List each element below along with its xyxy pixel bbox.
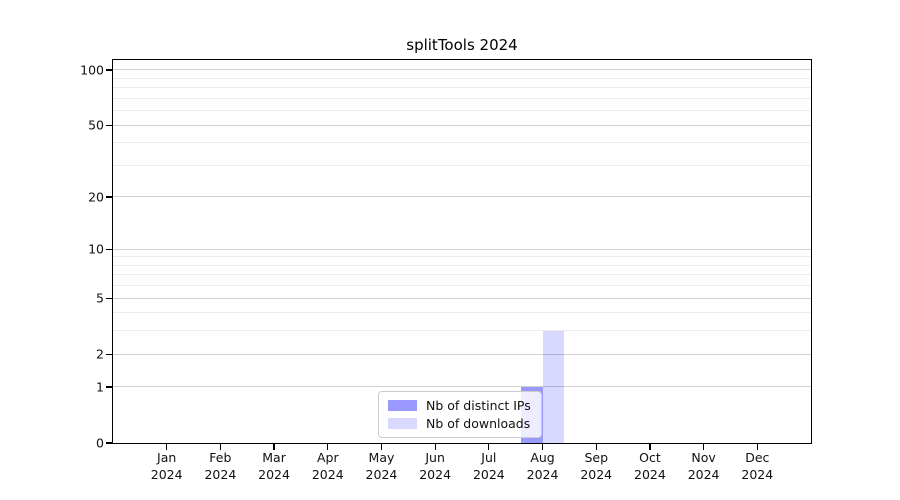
gridline-minor — [113, 87, 811, 89]
x-tick-mark — [434, 443, 436, 450]
gridline-minor — [113, 77, 811, 79]
legend-label-distinct-ips: Nb of distinct IPs — [426, 398, 531, 414]
x-tick-label: May 2024 — [365, 450, 398, 482]
y-tick-label: 50 — [88, 117, 104, 133]
legend-item-downloads: Nb of downloads — [388, 416, 532, 431]
gridline-minor — [113, 97, 811, 99]
y-tick-label: 0 — [96, 435, 104, 451]
y-tick-label: 100 — [80, 62, 104, 78]
gridline-major — [113, 124, 811, 126]
x-tick-mark — [541, 443, 544, 450]
legend: Nb of distinct IPs Nb of downloads — [378, 391, 542, 438]
x-tick-mark — [595, 443, 597, 450]
y-tick-label: 5 — [96, 290, 104, 306]
gridline-minor — [113, 256, 811, 258]
gridline-major — [113, 69, 811, 71]
gridline-minor — [113, 264, 811, 266]
x-tick-mark — [756, 443, 758, 450]
y-tick-label: 1 — [96, 379, 104, 395]
gridline-minor — [113, 312, 811, 314]
gridline-major — [113, 353, 811, 355]
y-tick-label: 20 — [88, 189, 104, 205]
x-tick-label: Oct 2024 — [634, 450, 666, 482]
x-tick-mark — [488, 443, 490, 450]
x-tick-label: Aug 2024 — [526, 450, 559, 482]
gridline-major — [113, 248, 811, 250]
x-tick-mark — [380, 443, 383, 450]
y-tick-label: 10 — [88, 241, 104, 257]
legend-label-downloads: Nb of downloads — [426, 415, 531, 431]
x-tick-label: Jul 2024 — [472, 450, 505, 482]
x-tick-mark — [327, 443, 329, 450]
y-tick-mark — [106, 353, 113, 355]
y-tick-label: 2 — [96, 346, 104, 362]
x-tick-label: Sep 2024 — [580, 450, 613, 482]
x-tick-mark — [219, 443, 222, 450]
gridline-minor — [113, 330, 811, 332]
gridline-major — [113, 386, 811, 388]
chart-title: splitTools 2024 — [406, 36, 518, 54]
x-tick-label: Dec 2024 — [741, 450, 774, 482]
gridline-minor — [113, 164, 811, 166]
plot-area — [113, 60, 811, 443]
x-tick-label: Nov 2024 — [687, 450, 720, 482]
legend-swatch-downloads — [388, 417, 417, 429]
y-tick-mark — [106, 69, 113, 71]
x-tick-label: Mar 2024 — [258, 450, 290, 482]
x-tick-label: Jan 2024 — [150, 450, 183, 482]
gridline-minor — [113, 142, 811, 144]
x-tick-mark — [649, 443, 651, 450]
y-tick-mark — [106, 297, 113, 299]
gridline-minor — [113, 274, 811, 276]
y-tick-mark — [106, 248, 113, 250]
y-tick-mark — [106, 442, 113, 444]
legend-swatch-distinct-ips — [388, 400, 417, 412]
y-tick-mark — [106, 124, 113, 126]
y-tick-mark — [106, 196, 113, 198]
x-tick-mark — [166, 443, 168, 450]
x-tick-mark — [702, 443, 705, 450]
x-tick-label: Jun 2024 — [419, 450, 452, 482]
gridline-minor — [113, 110, 811, 112]
x-tick-label: Feb 2024 — [204, 450, 237, 482]
x-tick-mark — [273, 443, 275, 450]
gridline-minor — [113, 285, 811, 287]
y-tick-mark — [106, 386, 113, 388]
gridline-major — [113, 196, 811, 198]
x-tick-label: Apr 2024 — [311, 450, 344, 482]
gridline-major — [113, 297, 811, 299]
bar-nb-of-downloads-aug-2024 — [542, 330, 565, 443]
legend-item-distinct-ips: Nb of distinct IPs — [388, 398, 532, 413]
